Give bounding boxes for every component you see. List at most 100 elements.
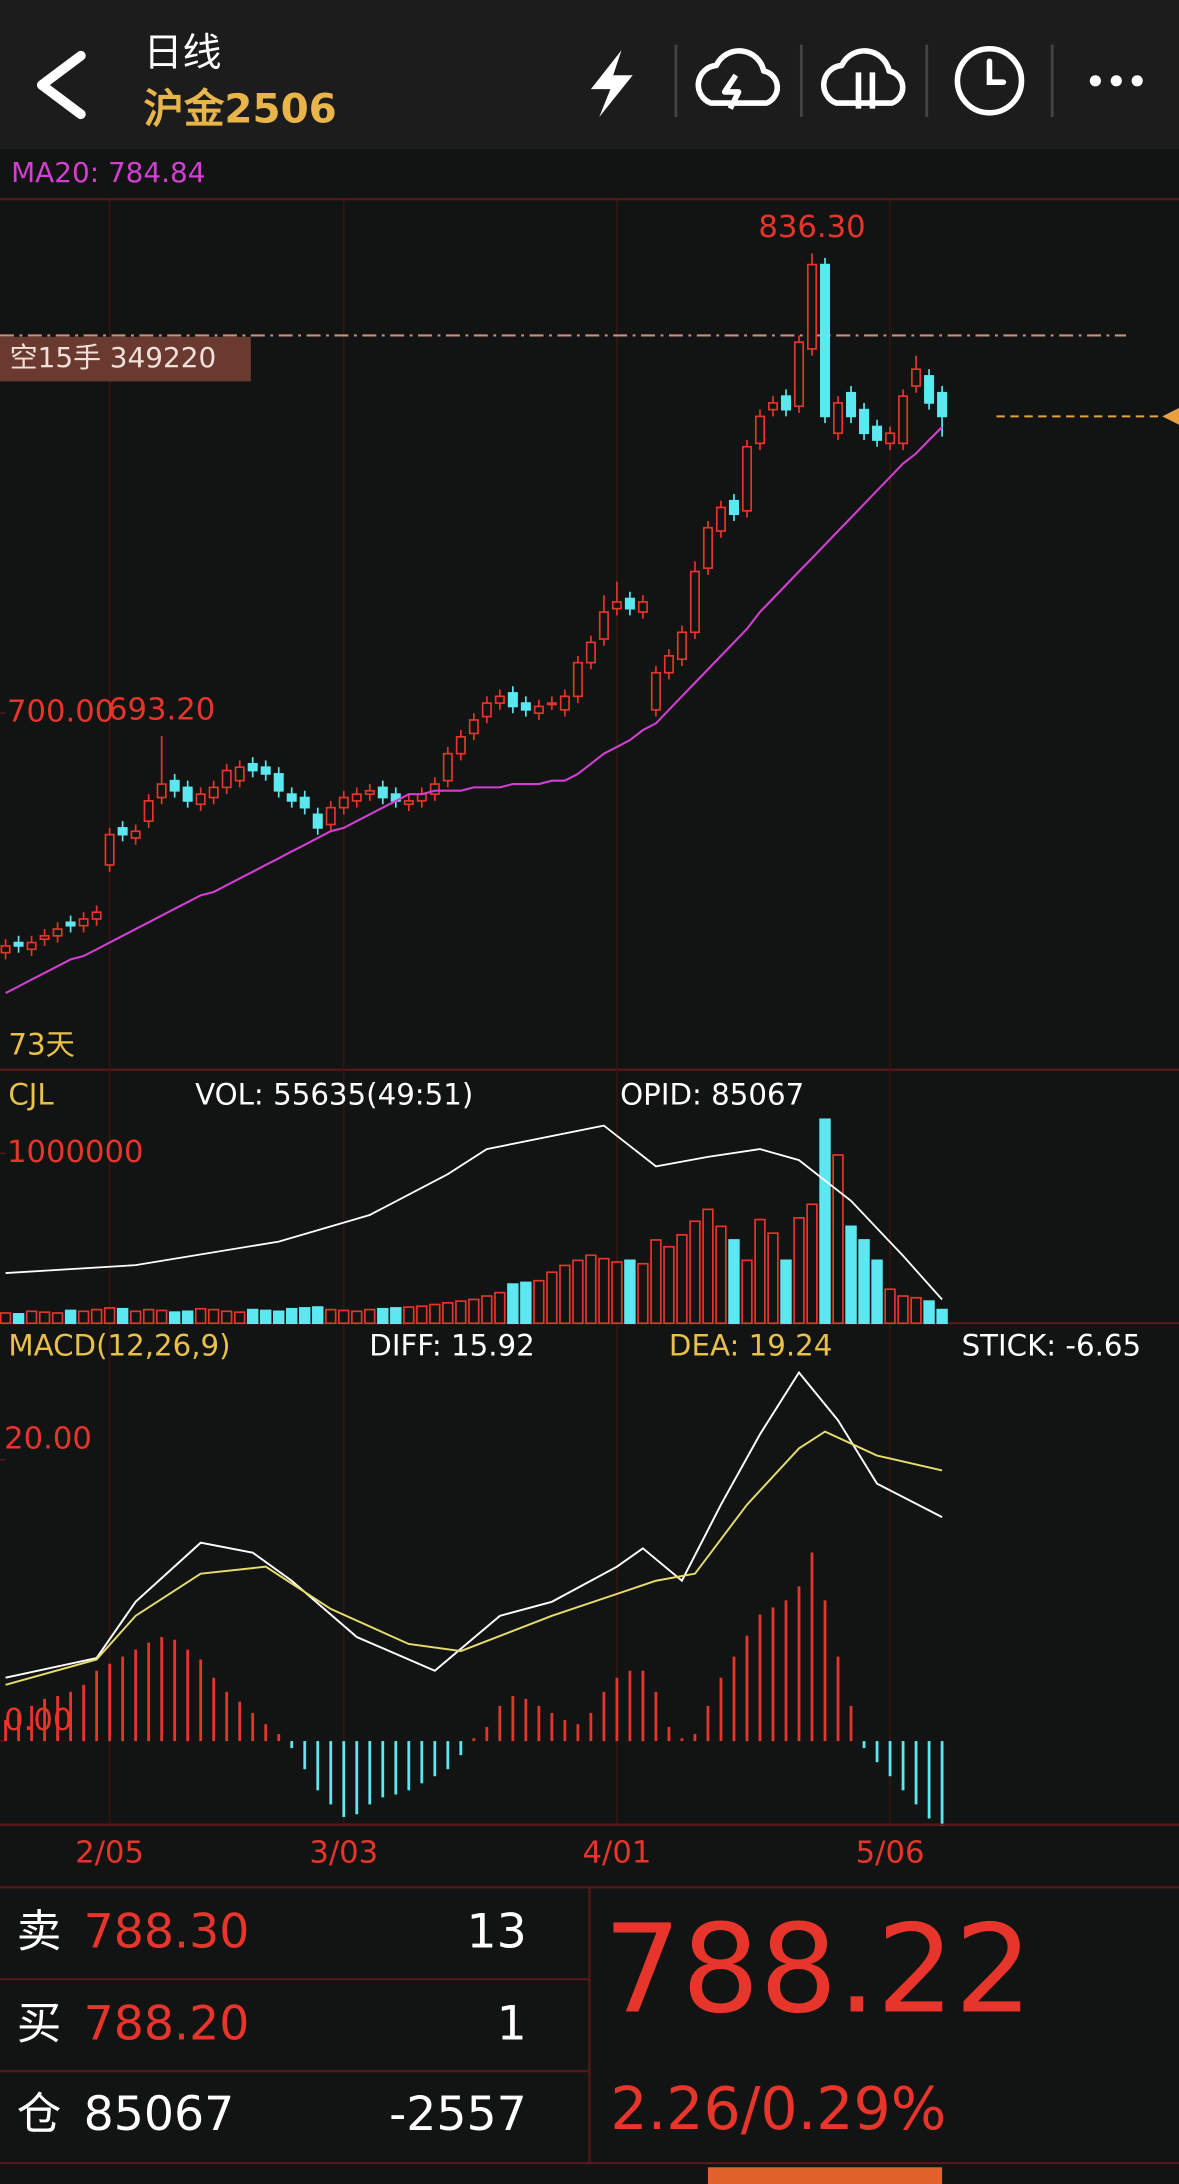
position-label-bg [0, 336, 251, 382]
y-tick-label: 700.00 [7, 695, 114, 730]
candle-body [924, 375, 935, 404]
candle-body [26, 941, 37, 951]
volume-bar [611, 1261, 623, 1325]
volume-bar [663, 1245, 675, 1325]
volume-bar [194, 1307, 207, 1325]
volume-bar [585, 1254, 597, 1325]
candle-body [937, 391, 948, 418]
candle-body [286, 793, 297, 802]
volume-bar [468, 1298, 480, 1325]
candle-body [702, 526, 713, 570]
more-button[interactable] [1089, 75, 1143, 87]
candle-body [559, 695, 570, 711]
volume-bar [884, 1288, 896, 1325]
candle-body [429, 783, 440, 795]
axis-strip [0, 1826, 1179, 1840]
candle-body [585, 641, 596, 664]
candle-body [611, 601, 622, 610]
volume-bar [507, 1283, 519, 1325]
candle-body [833, 402, 844, 435]
candle-body [650, 671, 661, 711]
volume-bar [25, 1310, 38, 1325]
volume-bar [741, 1259, 753, 1325]
volume-bar [246, 1308, 259, 1325]
volume-bar [286, 1307, 298, 1325]
candle-body [78, 918, 89, 927]
macd-line [5, 1370, 943, 1679]
cloud-icon[interactable] [695, 48, 781, 110]
candle-body [468, 719, 479, 735]
candle-body [846, 391, 857, 418]
volume-bar [116, 1307, 129, 1325]
candle-body [911, 368, 922, 387]
volume-bar [819, 1118, 831, 1325]
clock-icon[interactable] [954, 45, 1025, 116]
candle-body [481, 702, 492, 718]
ask-price: 788.30 [84, 1905, 250, 1960]
candle-body [728, 499, 739, 516]
volume-bar [142, 1308, 155, 1325]
ma-legend: MA20: 784.84 [11, 156, 205, 189]
days-label: 73天 [8, 1028, 75, 1062]
volume-bar [494, 1291, 506, 1325]
volume-bar [455, 1300, 467, 1325]
x-tick-label: 2/05 [75, 1835, 144, 1870]
cloud-sync-icon[interactable] [820, 48, 906, 109]
volume-bar [845, 1225, 857, 1325]
oi-change: -2557 [389, 2087, 527, 2142]
volume-bar [12, 1313, 25, 1325]
volume-bar [442, 1301, 454, 1325]
x-tick-label: 3/03 [309, 1835, 378, 1870]
price-change: 2.26/0.29% [610, 2075, 946, 2143]
volume-bar [624, 1259, 636, 1325]
candle-body [208, 786, 219, 799]
volume-bar [0, 1312, 12, 1325]
bid-volume: 1 [497, 1997, 527, 2052]
volume-bar [416, 1305, 428, 1325]
candle-body [494, 695, 505, 704]
candle-body [0, 945, 11, 954]
candle-body [377, 786, 388, 799]
candle-body [520, 702, 531, 711]
extreme-label: 836.30 [758, 210, 865, 245]
flash-icon[interactable] [590, 50, 633, 118]
back-button[interactable] [36, 50, 86, 120]
volume-bar [871, 1259, 883, 1325]
opid-line [5, 1124, 943, 1301]
candle-body [312, 813, 323, 829]
candle-body [533, 705, 544, 715]
candle-body [260, 766, 271, 775]
volume-bar [754, 1218, 766, 1325]
volume-bar [364, 1308, 376, 1325]
volume-bar [260, 1309, 272, 1325]
candle-body [143, 800, 154, 822]
candle-body [221, 769, 232, 789]
candle-body [741, 445, 752, 512]
volume-bar [897, 1295, 909, 1325]
volume-bar [598, 1257, 610, 1325]
ask-volume: 13 [467, 1905, 527, 1960]
volume-bar [220, 1310, 233, 1325]
candle-body [689, 570, 700, 634]
volume-title: CJL [8, 1078, 54, 1112]
volume-bar [38, 1311, 51, 1325]
candle-body [872, 425, 883, 441]
volume-legend: VOL: 55635(49:51) [195, 1078, 473, 1112]
open-interest: 85067 [84, 2087, 235, 2142]
volume-bar [715, 1225, 727, 1325]
last-price-marker [1162, 408, 1179, 425]
candle-body [806, 263, 818, 350]
bid-label: 买 [17, 1998, 62, 2050]
clock-hands [986, 58, 1007, 85]
volume-bar [90, 1308, 103, 1325]
candle-body [663, 655, 674, 674]
candle-body [715, 506, 726, 532]
candle-body [820, 263, 831, 418]
volume-bar [429, 1303, 441, 1325]
candle-body [91, 911, 102, 920]
candle-body [793, 341, 805, 408]
volume-bar [377, 1307, 389, 1325]
volume-bar [702, 1208, 714, 1325]
candle-body [169, 779, 180, 792]
